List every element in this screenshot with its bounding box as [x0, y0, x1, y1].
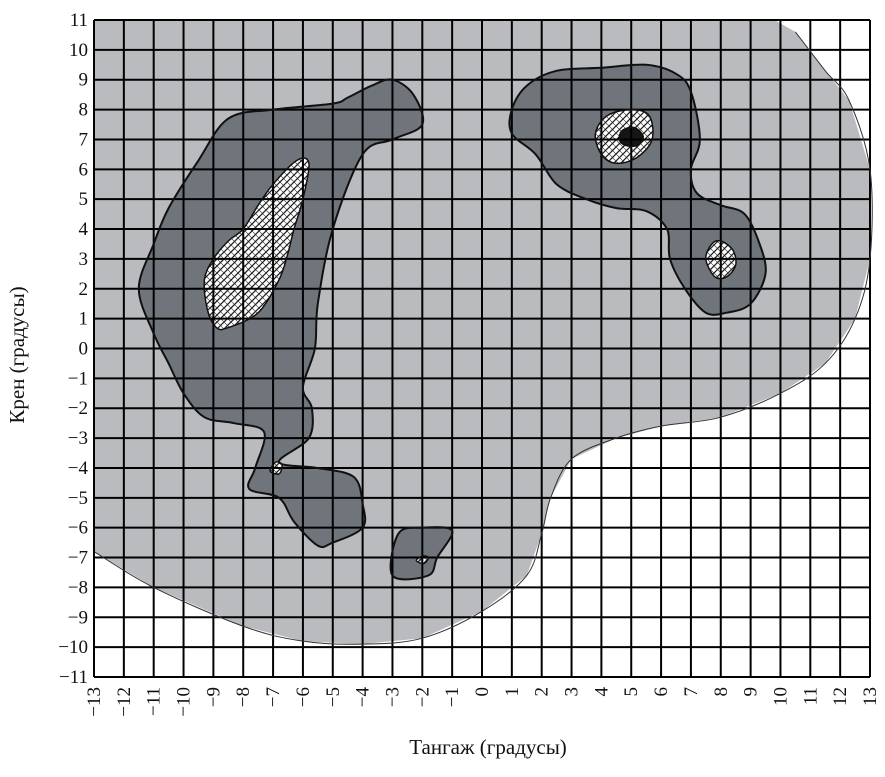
- x-tick-label: 3: [562, 687, 583, 697]
- y-tick-label: 11: [70, 10, 88, 31]
- region-outlines: [93, 31, 873, 645]
- x-tick-label: 2: [532, 687, 553, 697]
- x-axis-title: Тангаж (градусы): [409, 735, 567, 759]
- region-outline-2: [389, 526, 454, 581]
- x-tick-label: −10: [174, 687, 195, 717]
- region-outline-4: [203, 157, 310, 331]
- x-tick-label: −9: [203, 687, 224, 707]
- y-tick-label: 7: [79, 129, 89, 150]
- x-tick-label: 12: [830, 687, 851, 706]
- region-outline-5: [594, 108, 654, 165]
- x-tick-label: 4: [591, 687, 612, 697]
- y-tick-label: −9: [68, 607, 88, 628]
- x-tick-label: −2: [412, 687, 433, 707]
- x-tick-label: −5: [323, 687, 344, 707]
- y-tick-label: −6: [68, 518, 88, 539]
- x-tick-label: −13: [84, 687, 105, 717]
- region-outline-7: [269, 461, 283, 475]
- region-outline-8: [415, 555, 430, 565]
- y-tick-label: −3: [68, 428, 88, 449]
- x-tick-label: −12: [114, 687, 135, 717]
- y-tick-label: −2: [68, 398, 88, 419]
- y-tick-label: −7: [68, 548, 88, 569]
- x-tick-label: 8: [711, 687, 732, 697]
- region-outline-level-1: [93, 31, 873, 645]
- x-tick-label: 5: [621, 687, 642, 697]
- y-tick-label: 6: [79, 159, 89, 180]
- x-tick-label: −11: [144, 687, 165, 716]
- x-tick-label: 1: [502, 687, 523, 697]
- x-tick-label: −1: [442, 687, 463, 707]
- region-outline-3: [508, 63, 767, 316]
- y-tick-label: 2: [79, 279, 89, 300]
- y-axis-title: Крен (градусы): [5, 286, 29, 423]
- region-outline-9: [618, 126, 644, 148]
- y-tick-label: −10: [58, 637, 88, 658]
- y-tick-label: −8: [68, 577, 88, 598]
- x-tick-label: −4: [353, 687, 374, 708]
- y-tick-label: −1: [68, 368, 88, 389]
- x-tick-label: 11: [800, 687, 821, 705]
- x-tick-label: −7: [263, 687, 284, 707]
- x-tick-label: 13: [860, 687, 881, 706]
- y-tick-label: 9: [79, 70, 89, 91]
- region-level-2-1: [138, 79, 424, 548]
- x-tick-label: −6: [293, 687, 314, 707]
- x-ticks: −13 −12 −11 −10 −9 −8 −7 −6 −5 −4 −3 −2 −1 0 1 2 3 4 5 6 7 8 9…: [84, 687, 881, 717]
- y-tick-label: 10: [69, 40, 88, 61]
- x-tick-label: 7: [681, 687, 702, 697]
- y-tick-label: 4: [79, 219, 89, 240]
- y-tick-label: 0: [79, 339, 89, 360]
- region-level-3-4: [204, 158, 310, 330]
- y-tick-label: −5: [68, 488, 88, 509]
- x-tick-label: −8: [233, 687, 254, 707]
- x-tick-label: 0: [472, 687, 493, 697]
- y-tick-label: 5: [79, 189, 89, 210]
- region-level-2-3: [509, 64, 766, 315]
- grid: [93, 19, 871, 678]
- x-tick-label: 9: [741, 687, 762, 697]
- y-tick-label: −11: [59, 667, 88, 688]
- y-tick-label: 1: [79, 309, 89, 330]
- y-tick-label: −4: [68, 458, 89, 479]
- y-tick-label: 8: [79, 100, 89, 121]
- region-outline-6: [705, 239, 737, 280]
- region-outline-1: [137, 78, 425, 549]
- x-tick-label: 6: [651, 687, 672, 697]
- x-tick-label: 10: [770, 687, 791, 706]
- y-tick-label: 3: [79, 249, 89, 270]
- x-tick-label: −3: [382, 687, 403, 707]
